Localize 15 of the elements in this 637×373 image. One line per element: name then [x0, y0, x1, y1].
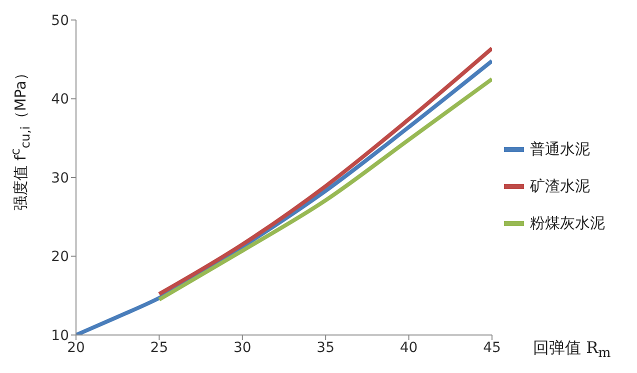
x-tick-label: 20 — [67, 340, 85, 356]
y-tick-label: 10 — [51, 328, 69, 344]
x-tick-label: 25 — [150, 340, 168, 356]
x-tick-label: 45 — [483, 340, 501, 356]
legend-label: 粉煤灰水泥 — [530, 214, 605, 233]
legend-label: 矿渣水泥 — [530, 177, 590, 196]
x-tick-label: 40 — [400, 340, 418, 356]
legend-label: 普通水泥 — [530, 140, 590, 159]
x-tick-label: 35 — [316, 340, 335, 356]
y-tick-label: 50 — [51, 12, 69, 29]
x-tick-label: 30 — [233, 340, 252, 356]
y-tick-label: 20 — [51, 249, 69, 266]
y-tick-label: 40 — [51, 92, 69, 108]
y-tick-label: 30 — [51, 170, 69, 186]
x-axis-title: 回弹值 R$_{m}$ — [533, 338, 611, 362]
